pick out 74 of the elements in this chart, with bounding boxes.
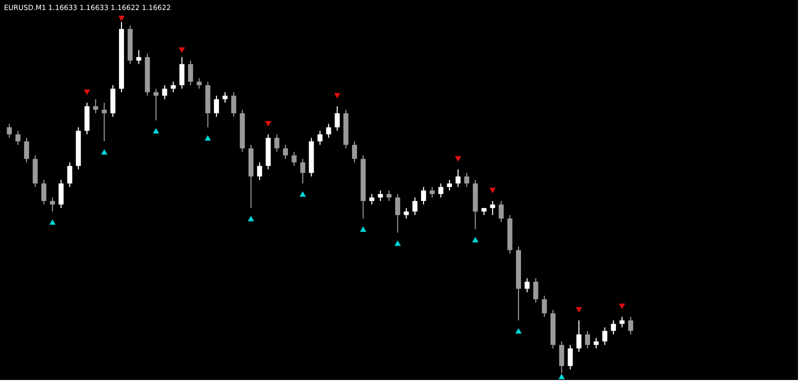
candlestick [300, 158, 306, 184]
candlestick [369, 193, 374, 206]
candlestick [154, 88, 159, 121]
candlestick [257, 162, 262, 180]
candlestick [438, 182, 444, 198]
point [394, 240, 401, 246]
point [576, 307, 582, 313]
candlestick [404, 208, 409, 220]
point [489, 188, 496, 194]
candlestick [412, 197, 418, 216]
candlestick [318, 130, 322, 146]
point [515, 328, 522, 334]
candlestick [498, 200, 504, 223]
candlestick [533, 278, 538, 304]
candlestick [231, 92, 236, 118]
candlestick [222, 92, 228, 104]
point [334, 92, 340, 98]
point [360, 226, 366, 232]
candlestick [559, 340, 564, 374]
candlestick [334, 106, 340, 132]
point [204, 135, 211, 141]
candlestick [576, 320, 582, 352]
candlestick [24, 137, 30, 163]
candlestick [58, 179, 64, 209]
candlestick [41, 179, 46, 206]
candlestick [585, 330, 590, 349]
point [248, 216, 254, 222]
point [49, 219, 56, 225]
candlestick [214, 95, 219, 118]
candlestick [162, 84, 168, 100]
candlestick [628, 316, 634, 335]
point [454, 156, 462, 162]
candlestick [67, 162, 72, 188]
candlestick [446, 179, 452, 191]
candlestick [6, 123, 12, 138]
candlestick [610, 320, 616, 335]
candlestick [430, 186, 435, 198]
candlestick [292, 151, 297, 166]
candlestick [378, 190, 383, 202]
candlestick [456, 168, 461, 188]
candlestick [102, 102, 107, 142]
candlestick [170, 81, 176, 93]
point [101, 149, 108, 155]
point [618, 304, 626, 310]
point [118, 16, 125, 22]
candlestick [50, 197, 55, 212]
candlestick [93, 98, 98, 114]
point [178, 47, 186, 53]
candlestick [179, 56, 184, 90]
candlestick [464, 172, 470, 188]
candlestick [136, 50, 142, 65]
candlestick [326, 123, 332, 138]
candlestick [352, 140, 358, 163]
candlestick [594, 337, 599, 349]
point [265, 121, 272, 127]
candlestick [568, 344, 573, 370]
point [84, 89, 90, 95]
point [558, 374, 565, 380]
candlestick [620, 316, 625, 328]
candlestick [188, 60, 194, 86]
candlestick [602, 326, 608, 346]
point [472, 236, 479, 242]
candlestick [524, 278, 530, 293]
candlestick [421, 186, 426, 206]
point [152, 128, 160, 134]
candlestick [386, 190, 392, 202]
candlestick [490, 200, 496, 216]
candlestick [15, 130, 20, 146]
candlestick [395, 193, 400, 234]
point [300, 191, 306, 197]
candlestick [542, 295, 547, 318]
candlestick [282, 144, 288, 160]
candlestick [274, 134, 280, 152]
candlestick [196, 78, 202, 90]
